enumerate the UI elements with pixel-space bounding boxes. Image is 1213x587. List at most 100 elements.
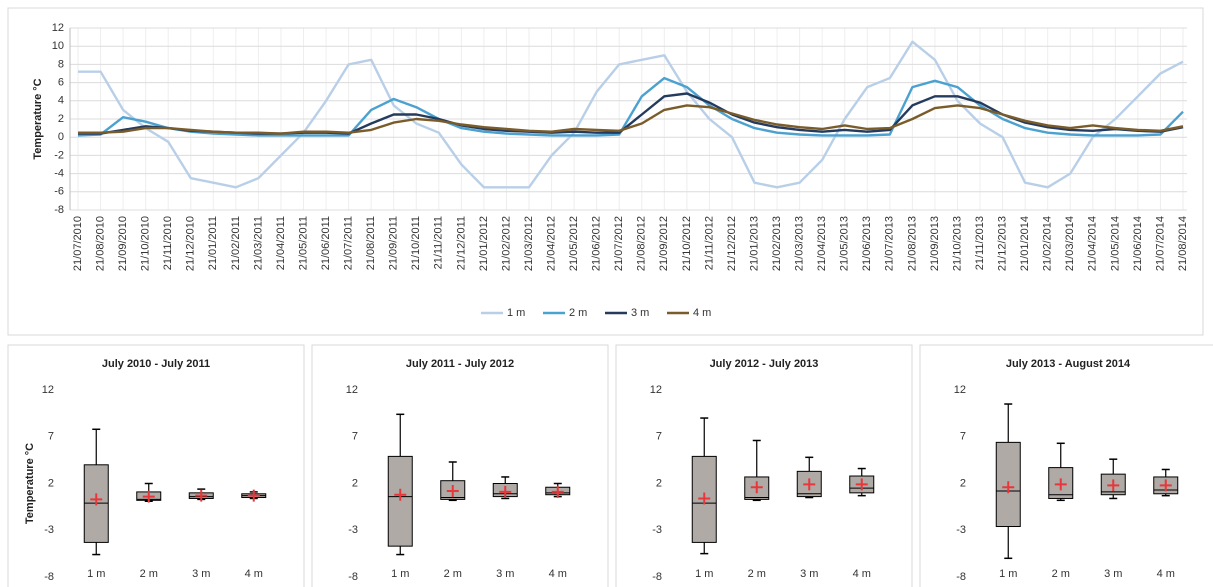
mean-marker [855, 478, 868, 491]
x-tick-label: 21/03/2011 [252, 216, 264, 270]
x-tick-label: 21/05/2014 [1109, 216, 1121, 271]
x-tick-label: 21/12/2011 [455, 216, 467, 270]
x-tick-label: 21/09/2012 [658, 216, 670, 271]
mean-marker [1159, 479, 1172, 492]
x-tick-label: 21/08/2014 [1177, 216, 1189, 271]
panel [7, 7, 1204, 336]
y-tick-label: -2 [54, 149, 64, 161]
y-tick-label: 12 [52, 22, 64, 34]
legend-label: 1 m [507, 307, 525, 319]
x-tick-label: 21/07/2013 [884, 216, 896, 271]
x-tick-label: 21/06/2013 [861, 216, 873, 271]
series-line [77, 76, 1184, 137]
y-tick-label: 2 [960, 477, 966, 489]
mean-marker [195, 489, 208, 502]
x-tick-label: 21/05/2011 [297, 216, 309, 270]
mean-marker [446, 484, 459, 497]
mean-marker [394, 488, 407, 501]
mean-marker [247, 489, 260, 502]
y-tick-label: 0 [58, 131, 64, 143]
y-tick-label: 12 [650, 384, 662, 396]
x-tick-label: 21/08/2011 [365, 216, 377, 270]
y-tick-label: -8 [54, 204, 64, 216]
y-tick-label: -8 [348, 571, 358, 583]
x-tick-label: 21/07/2014 [1154, 216, 1166, 271]
mean-marker [551, 485, 564, 498]
x-tick-label: 1 m [391, 568, 409, 580]
x-tick-label: 21/02/2013 [771, 216, 783, 271]
chart-title: July 2013 - August 2014 [1006, 358, 1131, 370]
x-tick-label: 21/03/2013 [794, 216, 806, 271]
mean-marker [142, 490, 155, 503]
mean-marker [1002, 481, 1015, 494]
panel [919, 344, 1213, 587]
mean-marker [750, 481, 763, 494]
x-tick-label: 21/06/2014 [1132, 216, 1144, 271]
y-tick-label: 7 [656, 431, 662, 443]
y-tick-label: -3 [44, 524, 54, 536]
x-tick-label: 21/04/2011 [275, 216, 287, 270]
x-tick-label: 4 m [1157, 568, 1175, 580]
x-tick-label: 2 m [1052, 568, 1070, 580]
x-tick-label: 1 m [695, 568, 713, 580]
legend-label: 3 m [631, 307, 649, 319]
x-tick-label: 21/06/2011 [320, 216, 332, 270]
x-tick-label: 21/12/2012 [726, 216, 738, 271]
y-tick-label: 6 [58, 77, 64, 89]
x-tick-label: 21/04/2014 [1087, 216, 1099, 271]
x-tick-label: 21/03/2012 [523, 216, 535, 271]
x-tick-label: 21/05/2013 [839, 216, 851, 271]
mean-marker [1054, 478, 1067, 491]
x-tick-label: 4 m [549, 568, 567, 580]
y-tick-label: 2 [352, 477, 358, 489]
legend-label: 2 m [569, 307, 587, 319]
panel [615, 344, 913, 587]
y-tick-label: -3 [348, 524, 358, 536]
box [387, 455, 413, 547]
x-tick-label: 21/01/2012 [478, 216, 490, 271]
mean-marker [803, 478, 816, 491]
x-tick-label: 21/02/2011 [230, 216, 242, 270]
x-tick-label: 21/11/2012 [703, 216, 715, 270]
x-tick-label: 21/02/2012 [500, 216, 512, 271]
x-tick-label: 1 m [87, 568, 105, 580]
x-tick-label: 21/07/2010 [72, 216, 84, 271]
x-tick-label: 4 m [853, 568, 871, 580]
x-tick-label: 2 m [748, 568, 766, 580]
panel [311, 344, 609, 587]
x-tick-label: 21/11/2011 [433, 216, 445, 269]
y-tick-label: 10 [52, 40, 64, 52]
y-tick-label: -6 [54, 186, 64, 198]
x-tick-label: 3 m [192, 568, 210, 580]
x-tick-label: 21/09/2013 [929, 216, 941, 271]
chart-title: July 2012 - July 2013 [710, 358, 819, 370]
y-axis-label: Temperature °C [24, 443, 36, 524]
x-tick-label: 21/01/2014 [1019, 216, 1031, 271]
x-tick-label: 2 m [444, 568, 462, 580]
y-tick-label: -8 [44, 571, 54, 583]
x-tick-label: 4 m [245, 568, 263, 580]
x-tick-label: 21/08/2013 [906, 216, 918, 271]
x-tick-label: 21/08/2010 [94, 216, 106, 271]
x-tick-label: 3 m [800, 568, 818, 580]
y-tick-label: 7 [960, 431, 966, 443]
x-tick-label: 21/10/2010 [140, 216, 152, 271]
x-tick-label: 21/07/2012 [613, 216, 625, 271]
mean-marker [499, 485, 512, 498]
x-tick-label: 21/07/2011 [343, 216, 355, 270]
x-tick-label: 21/02/2014 [1042, 216, 1054, 271]
y-tick-label: 7 [352, 431, 358, 443]
x-tick-label: 21/04/2012 [545, 216, 557, 271]
x-tick-label: 21/05/2012 [568, 216, 580, 271]
x-tick-label: 21/06/2012 [591, 216, 603, 271]
panel [7, 344, 305, 587]
y-tick-label: 7 [48, 431, 54, 443]
y-tick-label: -3 [652, 524, 662, 536]
mean-marker [90, 493, 103, 506]
y-tick-label: -8 [956, 571, 966, 583]
x-tick-label: 21/01/2011 [207, 216, 219, 270]
y-tick-label: 2 [48, 477, 54, 489]
series-line [78, 104, 1184, 135]
chart-title: July 2010 - July 2011 [102, 358, 210, 370]
